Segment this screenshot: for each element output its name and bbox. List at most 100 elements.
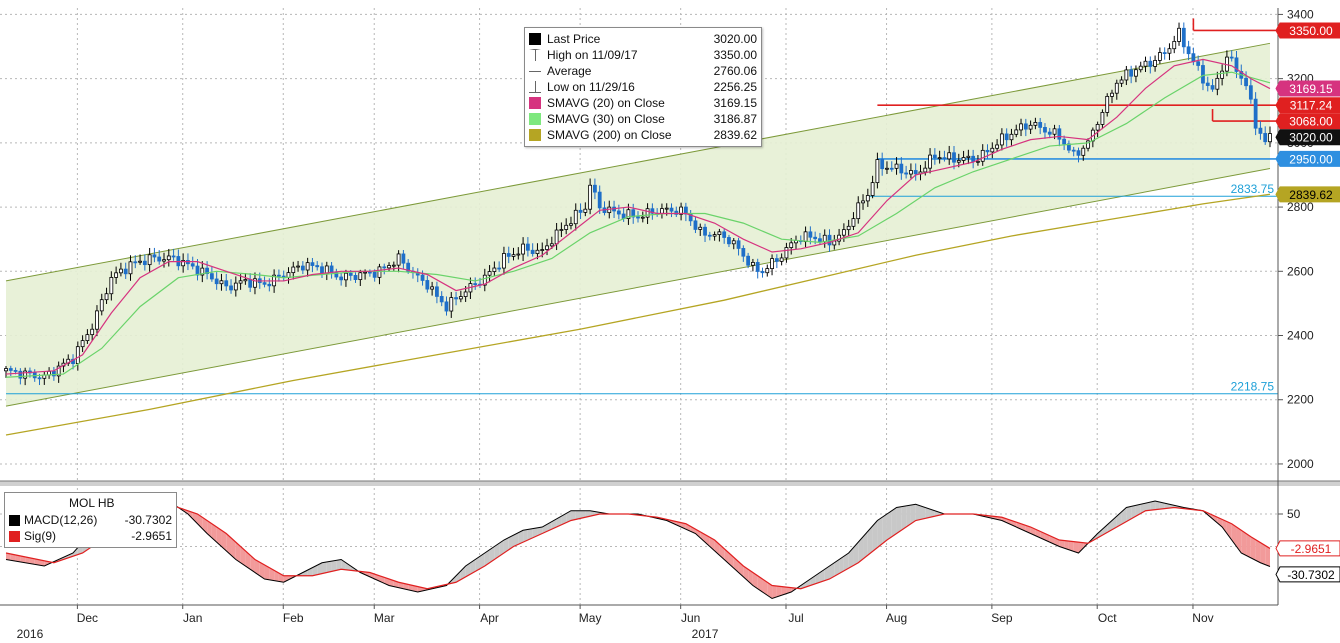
candle-body (837, 234, 841, 242)
candle-body (435, 286, 439, 297)
candle-body (717, 231, 722, 235)
legend-value: 2839.62 (713, 128, 757, 142)
candle-body (1047, 131, 1052, 135)
macd-histogram-fill (1217, 517, 1223, 527)
candle-body (454, 297, 458, 300)
macd-histogram-fill (886, 510, 892, 540)
candle-body (731, 240, 736, 245)
candle-body (1244, 77, 1248, 87)
macd-histogram-fill (326, 561, 332, 573)
candle-body (339, 276, 344, 281)
year-label: 2016 (17, 627, 44, 641)
legend-swatch (529, 113, 541, 125)
macd-histogram-fill (475, 556, 480, 572)
candle-body (377, 266, 382, 278)
candle-body (631, 209, 636, 218)
macd-histogram-fill (848, 547, 854, 569)
candle-body (80, 340, 85, 348)
candle-body (569, 223, 573, 226)
macd-histogram-fill (408, 584, 413, 591)
candle-body (75, 346, 80, 365)
candle-body (822, 234, 827, 242)
macd-histogram-fill (365, 571, 370, 577)
candle-body (171, 255, 176, 258)
candle-body (664, 207, 669, 210)
candle-body (95, 310, 99, 330)
candle-body (1110, 92, 1114, 97)
candle-body (909, 170, 913, 175)
candle-body (545, 245, 549, 250)
macd-histogram-fill (460, 566, 466, 580)
candle-body (229, 285, 233, 291)
price-tick-label: 2800 (1287, 200, 1314, 214)
candle-body (310, 262, 315, 266)
macd-histogram-fill (254, 559, 260, 576)
macd-histogram-fill (853, 542, 859, 566)
candle-body (449, 297, 454, 312)
candle-body (803, 231, 808, 243)
candle-body (971, 155, 976, 162)
candle-body (473, 283, 478, 285)
candle-body (813, 236, 818, 240)
candle-body (525, 243, 530, 251)
candle-body (502, 253, 506, 269)
candle-body (439, 296, 444, 303)
channel-fill (6, 43, 1270, 407)
candle-body (770, 258, 774, 270)
candle-body (157, 256, 162, 262)
candle-body (243, 279, 248, 282)
month-label: Jun (681, 611, 700, 625)
candle-body (549, 243, 554, 247)
macd-histogram-fill (508, 535, 514, 550)
candle-body (387, 265, 391, 269)
macd-histogram-fill (915, 504, 921, 521)
candle-body (1105, 95, 1110, 113)
candle-body (147, 254, 152, 266)
candle-body (162, 259, 166, 262)
candle-body (8, 368, 13, 371)
macd-histogram-fill (767, 582, 773, 599)
candle-body (1205, 82, 1210, 86)
fib-level-label: 2833.75 (1231, 182, 1275, 196)
macd-histogram-fill (829, 562, 835, 579)
candle-body (181, 260, 186, 267)
price-tag: 3020.00 (1289, 131, 1333, 145)
candle-body (123, 268, 128, 275)
fib-level-label: 2218.75 (1231, 380, 1275, 394)
candle-body (1248, 85, 1253, 100)
candle-body (238, 280, 243, 284)
candle-body (114, 272, 119, 278)
candle-body (300, 265, 305, 271)
macd-histogram-fill (25, 556, 30, 564)
axes: 3400320030002800260024002200200050DecJan… (0, 7, 1340, 641)
candle-body (13, 370, 18, 372)
candle-body (932, 154, 937, 159)
macd-histogram-fill (585, 510, 591, 518)
candle-body (722, 231, 727, 238)
legend-value: 3020.00 (713, 32, 757, 46)
candle-body (1148, 60, 1153, 67)
macd-histogram-fill (68, 553, 74, 558)
candle-body (305, 262, 310, 271)
macd-histogram-fill (910, 504, 916, 524)
candle-body (353, 275, 358, 280)
candle-body (760, 271, 765, 274)
macd-histogram-fill (312, 565, 318, 576)
candle-body (506, 253, 511, 257)
candle-body (1043, 127, 1047, 133)
macd-histogram-fill (925, 507, 931, 519)
price-tag-bg (1275, 22, 1340, 39)
macd-legend-row: Sig(9) -2.9651 (9, 528, 172, 544)
macd-legend-row: MACD(12,26) -30.7302 (9, 512, 172, 528)
legend-value: 2256.25 (713, 80, 757, 94)
macd-histogram-fill (920, 505, 926, 520)
macd-histogram-fill (39, 559, 45, 566)
channel-lower-line (5, 168, 1271, 407)
macd-histogram-fill (226, 533, 232, 556)
macd-histogram-fill (513, 532, 519, 547)
candle-body (1201, 65, 1205, 84)
candle-body (1143, 60, 1148, 67)
trend-channel (5, 42, 1271, 407)
candle-body (200, 267, 205, 276)
candle-body (554, 229, 559, 245)
